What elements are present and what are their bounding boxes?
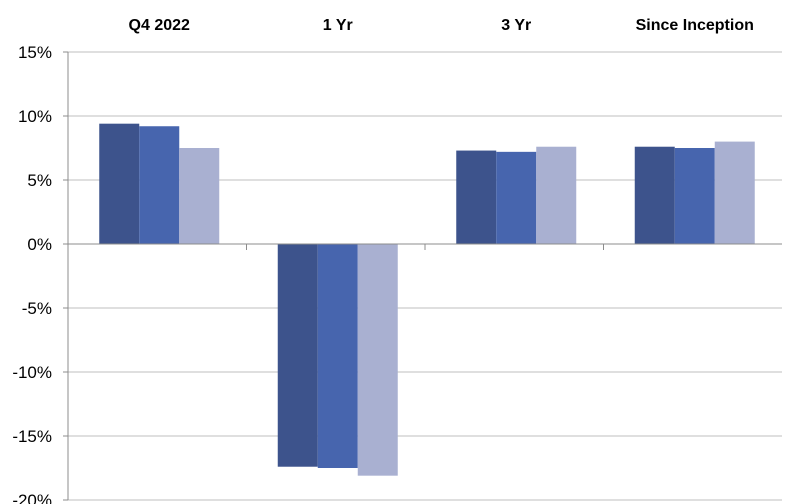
y-tick-label: -20% bbox=[12, 491, 52, 504]
bar bbox=[456, 150, 497, 244]
y-tick-label: -15% bbox=[12, 427, 52, 446]
bar bbox=[357, 244, 398, 476]
bar bbox=[634, 146, 675, 244]
gridlines bbox=[68, 51, 782, 501]
category-label: 3 Yr bbox=[501, 17, 531, 34]
bar bbox=[536, 146, 577, 244]
y-tick-label: -10% bbox=[12, 363, 52, 382]
bar bbox=[277, 244, 318, 467]
bar bbox=[139, 126, 180, 244]
bar-series bbox=[68, 123, 782, 476]
bar bbox=[714, 141, 755, 244]
y-tick-label: 15% bbox=[18, 43, 52, 62]
y-axis: 15% 10% 5% 0% -5% -10% -15% -20% bbox=[12, 43, 69, 504]
y-tick-label: 5% bbox=[27, 171, 52, 190]
category-labels: Q4 2022 1 Yr 3 Yr Since Inception bbox=[129, 17, 754, 34]
y-tick-label: 0% bbox=[27, 235, 52, 254]
bar bbox=[99, 123, 140, 244]
bar bbox=[496, 151, 537, 244]
category-label: Since Inception bbox=[636, 17, 754, 34]
bar bbox=[317, 244, 358, 468]
y-tick-label: 10% bbox=[18, 107, 52, 126]
category-label: 1 Yr bbox=[323, 17, 353, 34]
bar bbox=[179, 148, 220, 244]
y-tick-label: -5% bbox=[22, 299, 52, 318]
category-label: Q4 2022 bbox=[129, 17, 190, 34]
bar bbox=[674, 148, 715, 244]
